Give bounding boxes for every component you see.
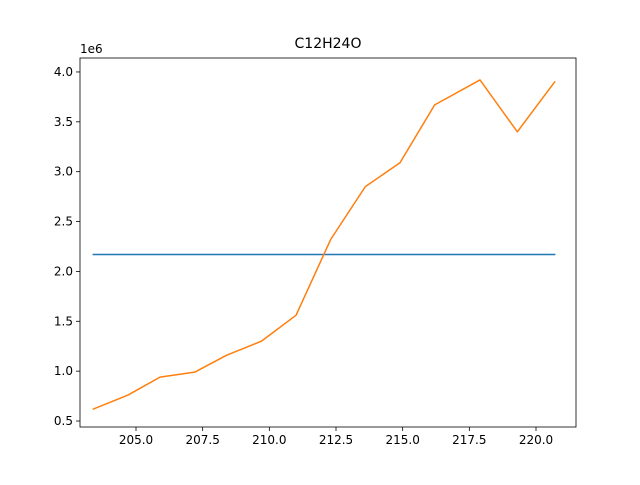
x-tick-label: 217.5 [452, 433, 486, 447]
y-tick-label: 3.5 [54, 115, 73, 129]
y-tick-label: 1.5 [54, 314, 73, 328]
x-tick-label: 207.5 [185, 433, 219, 447]
chart-title: C12H24O [295, 36, 362, 52]
x-tick-label: 212.5 [319, 433, 353, 447]
x-tick-label: 210.0 [252, 433, 286, 447]
y-tick-label: 2.0 [54, 264, 73, 278]
axes-frame [79, 57, 577, 428]
series-line-1 [92, 79, 556, 411]
y-tick-label: 2.5 [54, 215, 73, 229]
x-tick-label: 220.0 [519, 433, 553, 447]
y-tick-label: 3.0 [54, 165, 73, 179]
y-axis-offset-label: 1e6 [80, 42, 103, 56]
x-tick-label: 215.0 [385, 433, 419, 447]
y-tick-label: 1.0 [54, 364, 73, 378]
y-tick-label: 0.5 [54, 414, 73, 428]
y-tick-label: 4.0 [54, 65, 73, 79]
x-tick-label: 205.0 [119, 433, 153, 447]
plot-area: 205.0 207.5 210.0 212.5 215.0 217.5 220.0 0.5 1.… [54, 57, 577, 447]
